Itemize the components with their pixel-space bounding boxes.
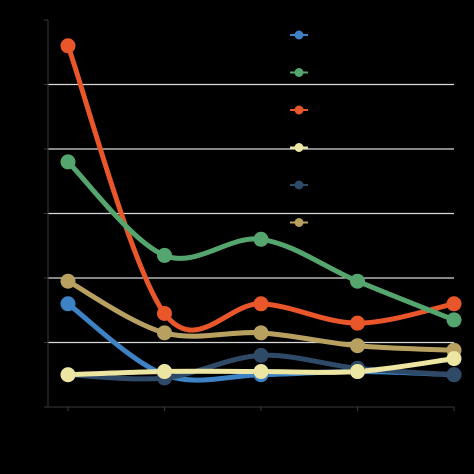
chart-axes: [44, 19, 455, 411]
series-0-point-3: [350, 315, 365, 331]
legend-marker-0: [294, 30, 304, 40]
chart-series-points: [60, 38, 462, 386]
series-0-point-2: [253, 296, 269, 312]
series-5-point-2: [253, 364, 269, 380]
series-2-point-2: [253, 325, 269, 341]
series-0-point-1: [157, 305, 172, 321]
series-0-point-0: [60, 38, 76, 54]
series-0-point-4: [446, 296, 462, 312]
series-2-point-1: [157, 325, 172, 341]
legend-marker-1: [294, 68, 304, 77]
series-5-point-4: [446, 351, 462, 367]
series-1-point-4: [446, 312, 462, 328]
series-1-point-0: [60, 154, 76, 170]
legend-marker-2: [294, 105, 304, 115]
series-4-point-2: [253, 347, 269, 363]
series-3-point-0: [60, 296, 76, 312]
legend-marker-5: [294, 218, 304, 227]
series-1-point-1: [157, 247, 172, 263]
legend-marker-3: [294, 143, 304, 152]
series-5-point-3: [350, 364, 365, 380]
series-4-point-4: [446, 367, 462, 383]
series-2-point-0: [60, 273, 76, 289]
series-1-point-2: [253, 231, 269, 247]
legend-marker-4: [294, 180, 304, 190]
series-1-point-3: [350, 273, 365, 289]
series-5-point-0: [60, 367, 76, 383]
series-5-point-1: [157, 364, 172, 380]
series-2-point-3: [350, 338, 365, 354]
chart-legend: [290, 30, 308, 227]
series-line-0: [65, 43, 457, 333]
